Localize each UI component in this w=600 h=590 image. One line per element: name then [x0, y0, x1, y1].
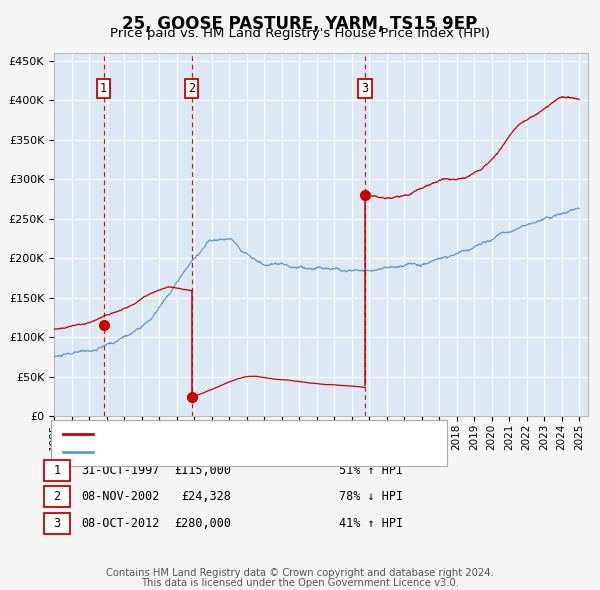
Text: 3: 3	[53, 517, 61, 530]
Text: 1: 1	[53, 464, 61, 477]
Text: HPI: Average price, detached house, Stockton-on-Tees: HPI: Average price, detached house, Stoc…	[99, 447, 400, 457]
Text: 2: 2	[188, 82, 195, 95]
Text: 25, GOOSE PASTURE, YARM, TS15 9EP: 25, GOOSE PASTURE, YARM, TS15 9EP	[122, 15, 478, 33]
Text: Contains HM Land Registry data © Crown copyright and database right 2024.: Contains HM Land Registry data © Crown c…	[106, 569, 494, 578]
Text: 51% ↑ HPI: 51% ↑ HPI	[339, 464, 403, 477]
Text: This data is licensed under the Open Government Licence v3.0.: This data is licensed under the Open Gov…	[141, 578, 459, 588]
Text: £280,000: £280,000	[174, 517, 231, 530]
Text: 1: 1	[100, 82, 107, 95]
Text: £115,000: £115,000	[174, 464, 231, 477]
Text: 78% ↓ HPI: 78% ↓ HPI	[339, 490, 403, 503]
Text: £24,328: £24,328	[181, 490, 231, 503]
Text: 31-OCT-1997: 31-OCT-1997	[81, 464, 160, 477]
Text: 2: 2	[53, 490, 61, 503]
Text: 3: 3	[362, 82, 368, 95]
Text: Price paid vs. HM Land Registry's House Price Index (HPI): Price paid vs. HM Land Registry's House …	[110, 27, 490, 40]
Text: 25, GOOSE PASTURE, YARM, TS15 9EP (detached house): 25, GOOSE PASTURE, YARM, TS15 9EP (detac…	[99, 430, 413, 440]
Text: 08-OCT-2012: 08-OCT-2012	[81, 517, 160, 530]
Text: 41% ↑ HPI: 41% ↑ HPI	[339, 517, 403, 530]
Text: 08-NOV-2002: 08-NOV-2002	[81, 490, 160, 503]
